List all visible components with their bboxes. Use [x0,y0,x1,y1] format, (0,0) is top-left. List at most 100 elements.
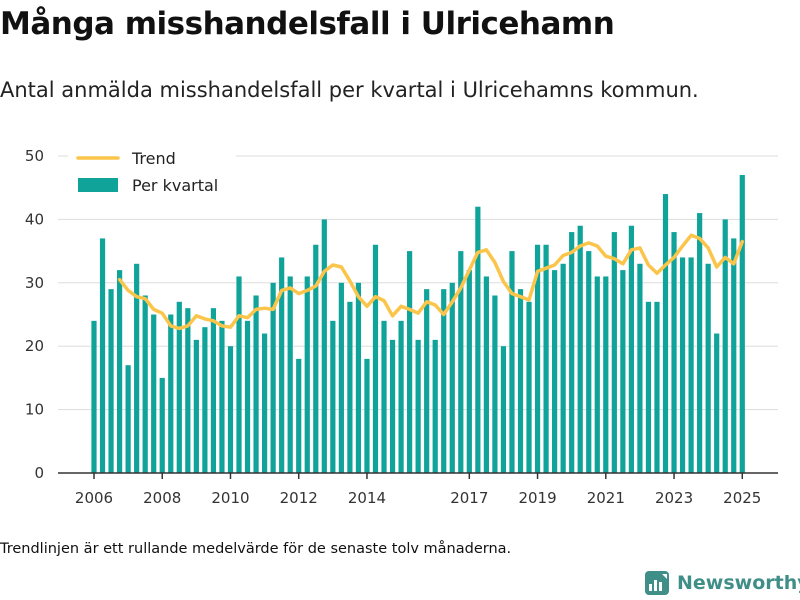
chart-title: Många misshandelsfall i Ulricehamn [0,6,615,42]
bar [270,282,276,473]
x-axis-ticks: 2006 2008 2010 2012 2014 2017 2019 2021 2023 2025 [75,473,761,507]
x-tick-label: 2019 [518,489,556,507]
bar [227,346,234,473]
bar [688,257,694,473]
bar [569,232,575,473]
bar [492,295,498,473]
bar [364,358,370,473]
bar [679,257,686,473]
bar [202,327,208,473]
bar [381,320,387,473]
x-tick-label: 2014 [348,489,386,507]
bar [398,320,404,473]
bar [500,346,507,473]
y-tick-label: 50 [25,147,44,165]
bar [338,282,344,473]
y-tick-label: 40 [25,210,44,228]
bar [125,365,131,473]
bar [432,339,438,473]
bar [142,295,148,473]
bar [99,238,106,473]
bar [304,276,310,473]
bar [603,276,609,473]
bar [526,301,532,473]
bar [355,282,362,473]
bar [483,276,489,473]
bar [108,289,114,473]
bar [620,270,626,473]
bar [159,377,165,473]
bar [407,251,413,473]
bar [560,263,566,473]
y-tick-label: 30 [25,274,44,292]
bar [517,289,524,473]
bar [441,289,447,473]
bar [739,175,745,473]
legend-trend-label: Trend [131,149,176,168]
x-tick-label: 2021 [587,489,625,507]
bar [287,276,293,473]
x-tick-label: 2012 [280,489,318,507]
bar [534,244,541,473]
bar-chart: 0 10 20 30 40 50 2006 2008 2010 2012 2014 2017 2019… [25,146,778,507]
bar [628,225,634,473]
bar [151,314,157,473]
x-tick-label: 2010 [211,489,249,507]
x-tick-label: 2025 [723,489,761,507]
bar [321,219,327,473]
brand-name: Newsworthy [677,572,800,594]
y-tick-label: 0 [34,464,44,482]
bar [116,270,123,473]
bar [330,320,336,473]
bar [210,308,217,473]
bar [697,213,703,473]
bar [577,225,583,473]
bar [372,244,379,473]
bar [424,289,430,473]
bar [509,251,515,473]
bar [236,276,242,473]
x-tick-label: 2006 [75,489,113,507]
x-tick-label: 2008 [143,489,181,507]
bar [637,263,643,473]
bar [645,301,652,473]
bar [415,339,421,473]
bar [722,219,728,473]
y-tick-label: 10 [25,401,44,419]
bar [458,251,464,473]
bar [176,301,182,473]
bar [347,301,353,473]
bar [714,333,720,473]
bar [543,244,549,473]
bar [296,358,302,473]
bar [475,206,481,473]
bar [193,339,199,473]
y-tick-label: 20 [25,337,44,355]
bar [705,263,711,473]
bar [654,301,660,473]
bar [313,244,319,473]
bar [134,263,140,473]
bar [279,257,285,473]
bars [91,175,745,473]
trend-line [117,233,745,331]
legend-bars-swatch [78,178,118,192]
bar [244,320,251,473]
newsworthy-logo-icon [645,571,669,595]
chart-subtitle: Antal anmälda misshandelsfall per kvarta… [0,78,699,102]
y-axis-labels: 0 10 20 30 40 50 [25,147,44,482]
brand-logo: Newsworthy [644,568,800,598]
bar [731,238,737,473]
x-tick-label: 2017 [450,489,488,507]
bar [671,232,677,473]
bar [594,276,600,473]
legend: Trend Per kvartal [68,146,236,208]
bar [389,339,396,473]
bar [466,270,472,473]
bar [262,333,268,473]
bar [185,308,191,473]
footnote: Trendlinjen är ett rullande medelvärde f… [0,541,512,557]
bar [449,282,455,473]
bar [662,194,669,473]
x-tick-label: 2023 [655,489,693,507]
